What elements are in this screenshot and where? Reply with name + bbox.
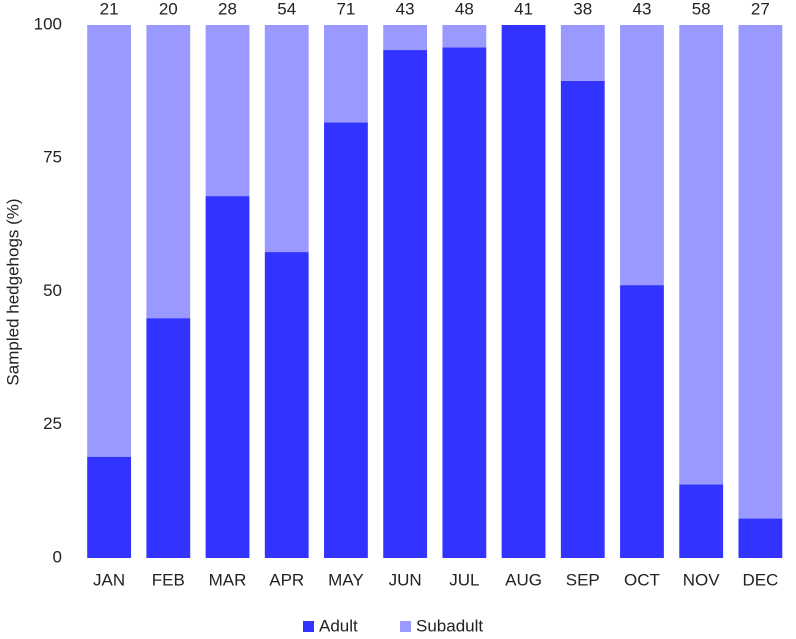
y-tick-label: 75 (43, 148, 62, 167)
bar-segment (264, 25, 309, 253)
bar-segment (620, 25, 664, 286)
x-tick-label: AUG (505, 570, 542, 589)
bar-segment (146, 25, 191, 319)
bar-segment (383, 25, 428, 51)
x-tick-label: MAR (209, 570, 247, 589)
x-tick-label: FEB (152, 570, 185, 589)
bar-segment (264, 252, 309, 559)
sample-size-label: 43 (396, 0, 415, 18)
y-tick-label: 50 (43, 281, 62, 300)
bar-segment (87, 25, 132, 457)
legend-label: Adult (319, 616, 358, 635)
bar-segment (383, 50, 428, 559)
x-tick-label: JUN (389, 570, 422, 589)
bar-segment (560, 80, 605, 558)
bar-segment (146, 318, 191, 558)
bar-segment (205, 196, 250, 558)
x-tick-label: SEP (566, 570, 600, 589)
bar-segment (205, 25, 250, 197)
bar-segment (501, 25, 546, 558)
x-tick-label: JAN (93, 570, 125, 589)
x-tick-label: JUL (449, 570, 479, 589)
sample-size-label: 71 (336, 0, 355, 18)
bar-segment (738, 25, 783, 519)
y-tick-label: 0 (53, 547, 62, 566)
legend-swatch (400, 621, 411, 632)
sample-size-label: 41 (514, 0, 533, 18)
bar-segment (679, 25, 724, 485)
bar-segment (324, 122, 368, 558)
bar-segment (324, 25, 368, 123)
bar-segment (442, 47, 487, 559)
sample-size-label: 43 (633, 0, 652, 18)
bar-segment (738, 518, 783, 558)
sample-size-label: 21 (100, 0, 119, 18)
bar-segment (87, 456, 132, 558)
sample-size-label: 58 (692, 0, 711, 18)
sample-size-label: 48 (455, 0, 474, 18)
y-tick-label: 25 (43, 414, 62, 433)
bar-segment (560, 25, 605, 81)
legend-label: Subadult (416, 616, 483, 635)
sample-size-label: 54 (277, 0, 296, 18)
bar-segment (620, 285, 664, 558)
legend-swatch (303, 621, 314, 632)
y-tick-label: 100 (34, 14, 62, 33)
y-axis-title: Sampled hedgehogs (%) (3, 198, 22, 385)
sample-size-label: 20 (159, 0, 178, 18)
bar-segment (679, 484, 724, 558)
x-tick-label: DEC (742, 570, 778, 589)
x-tick-label: MAY (328, 570, 364, 589)
x-tick-label: OCT (624, 570, 660, 589)
x-tick-label: APR (269, 570, 304, 589)
bar-segment (442, 25, 487, 48)
x-tick-label: NOV (683, 570, 721, 589)
sample-size-label: 28 (218, 0, 237, 18)
sample-size-label: 38 (573, 0, 592, 18)
sample-size-label: 27 (751, 0, 770, 18)
